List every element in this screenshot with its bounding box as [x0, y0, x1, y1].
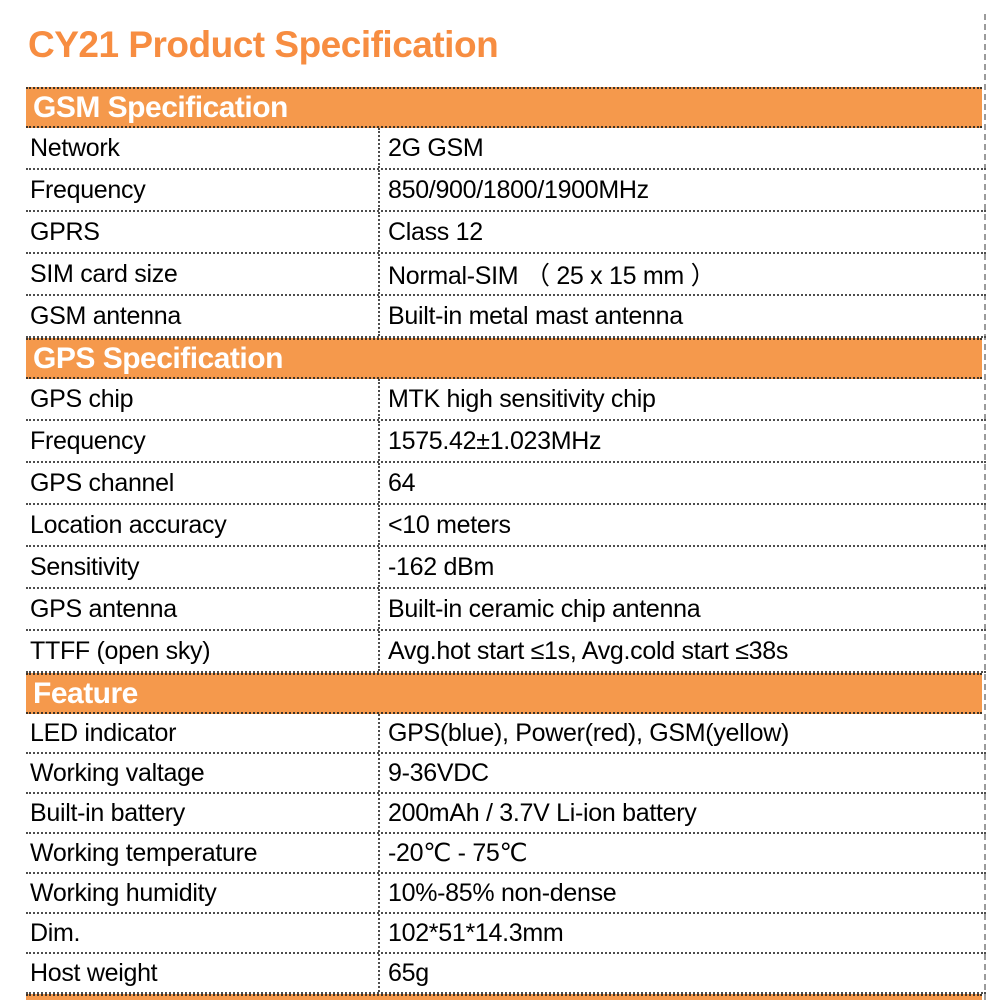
spec-row-host-weight: Host weight 65g: [26, 954, 986, 994]
spec-label: GPS channel: [30, 468, 175, 497]
spec-row-ttff: TTFF (open sky) Avg.hot start ≤1s, Avg.c…: [26, 631, 986, 673]
spec-row-led-indicator: LED indicator GPS(blue), Power(red), GSM…: [26, 714, 986, 754]
section-gps: GPS Specification GPS chip MTK high sens…: [26, 338, 986, 673]
spec-value: Built-in ceramic chip antenna: [378, 589, 986, 629]
spec-label: Working humidity: [30, 878, 217, 907]
page-title: CY21 Product Specification: [28, 24, 499, 65]
spec-value: -20℃ - 75℃: [378, 834, 986, 872]
spec-row-working-voltage: Working valtage 9-36VDC: [26, 754, 986, 794]
spec-label: GPS chip: [30, 384, 134, 413]
spec-value: 9-36VDC: [378, 754, 986, 792]
spec-label: Host weight: [30, 958, 158, 987]
section-header-gps: GPS Specification: [26, 338, 982, 379]
spec-label: TTFF (open sky): [30, 636, 211, 665]
spec-value: 65g: [378, 954, 986, 992]
spec-value: 102*51*14.3mm: [378, 914, 986, 952]
spec-row-built-in-battery: Built-in battery 200mAh / 3.7V Li-ion ba…: [26, 794, 986, 834]
spec-row-network: Network 2G GSM: [26, 128, 986, 170]
section-header-gsm: GSM Specification: [26, 87, 982, 128]
spec-row-gsm-frequency: Frequency 850/900/1800/1900MHz: [26, 170, 986, 212]
spec-value: Built-in metal mast antenna: [378, 296, 986, 336]
spec-label: LED indicator: [30, 718, 177, 747]
spec-row-location-accuracy: Location accuracy <10 meters: [26, 505, 986, 547]
spec-row-sensitivity: Sensitivity -162 dBm: [26, 547, 986, 589]
spec-label: Dim.: [30, 918, 81, 947]
section-header-feature: Feature: [26, 673, 982, 714]
spec-value: 10%-85% non-dense: [378, 874, 986, 912]
spec-row-gps-chip: GPS chip MTK high sensitivity chip: [26, 379, 986, 421]
spec-row-working-temperature: Working temperature -20℃ - 75℃: [26, 834, 986, 874]
section-feature: Feature LED indicator GPS(blue), Power(r…: [26, 673, 986, 994]
spec-label: Frequency: [30, 175, 146, 204]
spec-label: Network: [30, 133, 120, 162]
spec-label: Frequency: [30, 426, 146, 455]
spec-value: 2G GSM: [378, 128, 986, 168]
spec-value: GPS(blue), Power(red), GSM(yellow): [378, 714, 986, 752]
spec-value: Avg.hot start ≤1s, Avg.cold start ≤38s: [378, 631, 986, 671]
spec-row-gps-frequency: Frequency 1575.42±1.023MHz: [26, 421, 986, 463]
spec-value: -162 dBm: [378, 547, 986, 587]
spec-label: Location accuracy: [30, 510, 227, 539]
spec-label: GPS antenna: [30, 594, 177, 623]
spec-row-sim-card-size: SIM card size Normal-SIM （ 25 x 15 mm ）: [26, 254, 986, 296]
spec-label: Sensitivity: [30, 552, 140, 581]
spec-value: Normal-SIM （ 25 x 15 mm ）: [378, 254, 986, 294]
spec-label: Built-in battery: [30, 798, 185, 827]
spec-label: GSM antenna: [30, 301, 181, 330]
spec-row-dimensions: Dim. 102*51*14.3mm: [26, 914, 986, 954]
section-gsm: GSM Specification Network 2G GSM Frequen…: [26, 87, 986, 338]
spec-value: MTK high sensitivity chip: [378, 379, 986, 419]
spec-row-gprs: GPRS Class 12: [26, 212, 986, 254]
spec-value: <10 meters: [378, 505, 986, 545]
page-margin-guide-line: [984, 14, 986, 1000]
spec-row-gsm-antenna: GSM antenna Built-in metal mast antenna: [26, 296, 986, 338]
spec-value: 850/900/1800/1900MHz: [378, 170, 986, 210]
spec-label: GPRS: [30, 217, 100, 246]
spec-label: Working valtage: [30, 758, 205, 787]
spec-value: 200mAh / 3.7V Li-ion battery: [378, 794, 986, 832]
section-header-cutoff-band: [26, 994, 982, 1000]
spec-row-gps-channel: GPS channel 64: [26, 463, 986, 505]
spec-value: 1575.42±1.023MHz: [378, 421, 986, 461]
spec-label: Working temperature: [30, 838, 258, 867]
spec-value: 64: [378, 463, 986, 503]
spec-value: Class 12: [378, 212, 986, 252]
spec-label: SIM card size: [30, 259, 178, 288]
spec-row-gps-antenna: GPS antenna Built-in ceramic chip antenn…: [26, 589, 986, 631]
spec-row-working-humidity: Working humidity 10%-85% non-dense: [26, 874, 986, 914]
spec-document: GSM Specification Network 2G GSM Frequen…: [26, 87, 986, 1000]
